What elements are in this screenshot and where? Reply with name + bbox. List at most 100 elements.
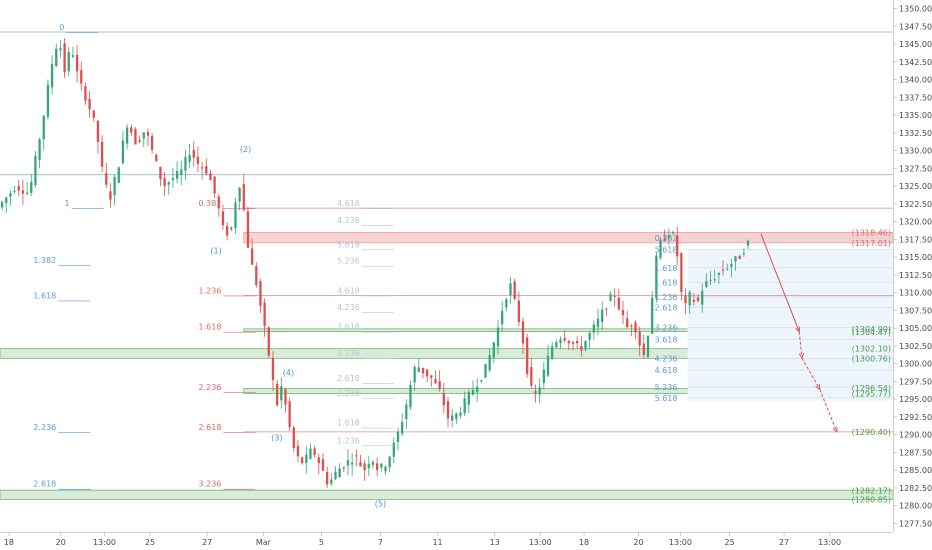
- fib-label-3: 1.618: [33, 291, 56, 300]
- y-tick-label-25: 1340.00: [899, 76, 932, 85]
- y-tick-label-24: 1337.50: [899, 93, 932, 102]
- candle-body-121: [505, 299, 508, 308]
- x-tick-label-1: 20: [56, 538, 66, 547]
- candle-body-33: [138, 140, 141, 142]
- candle-body-76: [317, 457, 320, 464]
- candle-body-50: [209, 173, 212, 181]
- candle-body-90: [375, 463, 379, 470]
- candle-body-149: [621, 310, 625, 316]
- candle-body-58: [242, 184, 245, 211]
- candle-body-113: [471, 390, 475, 395]
- y-tick-label-7: 1295.00: [899, 395, 932, 404]
- candle-body-142: [592, 324, 595, 333]
- fib-label-7: 1.236: [199, 286, 222, 295]
- candle-body-108: [451, 415, 454, 421]
- level-label-4: (1302.10): [852, 345, 891, 354]
- level-label-10: (1280.85): [852, 496, 891, 505]
- x-axis: 18 20 13:00 25 27 Mar 5 7 11 13 13:00 18 20 13:00 25 27…: [4, 532, 841, 547]
- candle-body-8: [34, 155, 37, 185]
- candle-body-153: [638, 331, 641, 346]
- wave-label-4: (5): [375, 499, 386, 508]
- candle-body-36: [150, 135, 154, 150]
- candle-body-157: [655, 255, 658, 299]
- candle-body-158: [659, 239, 662, 259]
- candle-body-177: [738, 255, 741, 259]
- candle-body-23: [96, 120, 100, 142]
- candle-body-104: [434, 378, 437, 384]
- candle-body-32: [134, 128, 137, 145]
- candle-body-45: [188, 154, 191, 162]
- fib-label-21: 2.236: [337, 389, 360, 398]
- candle-body-68: [284, 389, 287, 405]
- candle-body-161: [671, 232, 675, 234]
- candle-body-38: [159, 166, 162, 180]
- fib-label-6: 0.382: [199, 199, 222, 208]
- right-fib-label-8: 4.236: [655, 355, 678, 364]
- level-label-7: (1295.77): [852, 390, 891, 399]
- candle-body-47: [196, 156, 200, 164]
- candle-body-110: [459, 412, 462, 416]
- candle-body-24: [100, 141, 104, 167]
- candle-body-150: [626, 318, 629, 328]
- candle-body-127: [530, 366, 533, 386]
- y-tick-label-6: 1292.50: [899, 413, 932, 422]
- x-tick-label-13: 13:00: [669, 538, 692, 547]
- y-tick-label-22: 1332.50: [899, 129, 932, 138]
- candle-body-143: [596, 318, 600, 328]
- candle-body-155: [646, 336, 650, 357]
- candle-body-49: [205, 166, 208, 174]
- candle-body-78: [325, 471, 329, 485]
- fib-label-10: 2.618: [199, 423, 222, 432]
- x-tick-label-5: Mar: [256, 538, 272, 547]
- x-tick-label-14: 25: [724, 538, 734, 547]
- candle-body-134: [559, 339, 562, 343]
- candle-body-115: [480, 380, 483, 382]
- projection-segment-1: [798, 331, 803, 359]
- candle-body-118: [492, 342, 495, 358]
- candle-body-18: [75, 54, 79, 72]
- candle-body-56: [234, 202, 237, 229]
- y-tick-label-14: 1312.50: [899, 271, 932, 280]
- candle-body-172: [717, 272, 721, 275]
- candle-body-138: [576, 340, 579, 344]
- candle-body-105: [438, 381, 441, 390]
- candle-body-86: [359, 461, 362, 467]
- candle-body-99: [413, 366, 416, 383]
- candle-body-111: [463, 398, 466, 414]
- candle-body-166: [692, 299, 696, 302]
- y-tick-label-19: 1325.00: [899, 182, 932, 191]
- candle-body-147: [613, 295, 616, 297]
- level-label-2: (1304.90): [852, 325, 891, 334]
- candle-body-46: [192, 149, 195, 158]
- candle-body-16: [67, 51, 70, 72]
- candle-body-109: [455, 413, 458, 420]
- level-label-9: (1282.17): [852, 486, 891, 495]
- candle-body-170: [709, 279, 712, 281]
- candle-body-22: [92, 110, 95, 118]
- candle-body-154: [642, 343, 645, 355]
- x-tick-label-15: 27: [779, 538, 789, 547]
- candle-body-136: [567, 340, 570, 344]
- candle-body-73: [305, 454, 308, 464]
- level-label-8: (1290.40): [852, 428, 891, 437]
- x-tick-label-8: 11: [432, 538, 442, 547]
- candle-body-84: [350, 462, 354, 465]
- wave-label-0: (2): [240, 145, 251, 154]
- candle-body-62: [259, 281, 262, 306]
- fib-label-14: 5.618: [337, 240, 360, 249]
- projection-arrow-3: [832, 426, 838, 433]
- fib-label-5: 2.618: [33, 480, 56, 489]
- candle-body-31: [130, 127, 133, 133]
- labels-layer: 0 1 1.382 1.618 2.236 2.618 0.382 1.236 1.618 2.2…: [33, 23, 891, 508]
- candle-body-15: [63, 43, 66, 73]
- candle-body-20: [84, 86, 87, 101]
- candle-body-156: [651, 297, 654, 334]
- candle-body-119: [496, 327, 500, 347]
- candle-body-59: [246, 211, 250, 248]
- candle-body-29: [121, 140, 125, 164]
- fib-label-16: 4.618: [337, 286, 360, 295]
- candle-body-89: [371, 461, 375, 465]
- candle-body-60: [250, 248, 254, 265]
- candle-body-124: [517, 300, 520, 323]
